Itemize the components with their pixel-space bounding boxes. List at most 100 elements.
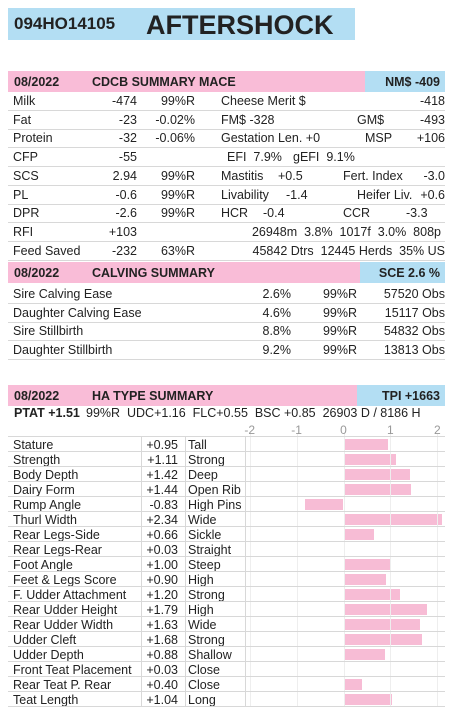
summary-cell: 26948m 3.8% 1017f 3.0% 808p bbox=[251, 224, 441, 239]
trait-value: +0.95 bbox=[146, 438, 178, 452]
grid-line bbox=[437, 434, 439, 707]
trait-name: Rear Udder Height bbox=[13, 603, 118, 617]
row-divider bbox=[8, 586, 445, 587]
section-date: 08/2022 bbox=[14, 389, 60, 403]
trait-name: Udder Cleft bbox=[13, 633, 77, 647]
bar bbox=[343, 574, 386, 585]
section-badge-box bbox=[357, 385, 445, 406]
grid-line bbox=[343, 434, 345, 707]
trait-value: +1.63 bbox=[146, 618, 178, 632]
summary-cell: RFI bbox=[13, 224, 34, 239]
summary-cell: -55 bbox=[118, 150, 137, 165]
summary-cell: +0.6 bbox=[420, 187, 445, 202]
summary-cell: HCR bbox=[221, 206, 249, 221]
row-divider bbox=[8, 556, 445, 557]
calving-cell: 99%R bbox=[322, 343, 357, 358]
trait-name: Body Depth bbox=[13, 468, 79, 482]
calving-cell: 15117 Obs bbox=[384, 305, 445, 320]
trait-description: Deep bbox=[188, 468, 218, 482]
trait-description: Close bbox=[188, 663, 220, 677]
trait-description: Wide bbox=[188, 513, 217, 527]
summary-cell: MSP bbox=[365, 131, 393, 146]
trait-description: Straight bbox=[188, 543, 232, 557]
summary-cell: -493 bbox=[419, 112, 445, 127]
row-divider bbox=[8, 303, 445, 304]
bar bbox=[343, 634, 423, 645]
calving-cell: 13813 Obs bbox=[383, 343, 445, 358]
trait-value: +0.90 bbox=[146, 573, 178, 587]
summary-cell: SCS bbox=[13, 168, 39, 183]
summary-cell: Fat bbox=[13, 112, 32, 127]
trait-value: +0.03 bbox=[146, 543, 178, 557]
calving-cell: 57520 Obs bbox=[383, 287, 445, 301]
ptat: PTAT +1.51 bbox=[14, 406, 80, 420]
row-divider bbox=[8, 511, 445, 512]
section-date: 08/2022 bbox=[14, 266, 60, 280]
summary-cell: DPR bbox=[13, 206, 40, 221]
trait-name: Rump Angle bbox=[13, 498, 82, 512]
bar bbox=[343, 649, 385, 660]
trait-value: +1.20 bbox=[146, 588, 178, 602]
summary-cell: CFP bbox=[13, 150, 38, 165]
summary-cell: 99%R bbox=[160, 94, 195, 108]
trait-description: Long bbox=[188, 693, 216, 707]
summary-cell: +0.5 bbox=[278, 168, 303, 183]
section-badge-box bbox=[365, 71, 445, 92]
calving-cell: Sire Calving Ease bbox=[13, 287, 113, 301]
row-divider bbox=[8, 166, 445, 168]
section-header bbox=[8, 71, 365, 92]
section-badge: NM$ -409 bbox=[385, 75, 440, 89]
calving-cell: 9.2% bbox=[262, 343, 292, 358]
section-date: 08/2022 bbox=[14, 75, 60, 89]
section-badge: SCE 2.6 % bbox=[378, 266, 440, 280]
bar bbox=[343, 454, 396, 465]
row-divider bbox=[8, 526, 445, 527]
calving-cell: 2.6% bbox=[262, 287, 292, 301]
grid-line bbox=[296, 434, 298, 707]
summary-cell: gEFI 9.1% bbox=[293, 150, 355, 165]
row-divider bbox=[8, 571, 445, 572]
bar bbox=[343, 619, 420, 630]
row-divider bbox=[8, 321, 445, 323]
section-badge: TPI +1663 bbox=[381, 389, 440, 403]
trait-description: High bbox=[188, 573, 214, 587]
row-divider bbox=[8, 203, 445, 205]
summary-cell: -3.3 bbox=[406, 206, 428, 221]
row-divider bbox=[8, 616, 445, 617]
summary-cell: +106 bbox=[416, 131, 445, 146]
trait-value: +1.68 bbox=[146, 633, 178, 647]
trait-value: +1.44 bbox=[146, 483, 178, 497]
trait-name: Feet & Legs Score bbox=[13, 573, 117, 587]
trait-description: Close bbox=[188, 678, 220, 692]
row-divider bbox=[8, 541, 445, 542]
summary-cell: EFI 7.9% bbox=[227, 150, 282, 165]
summary-cell: 2.94 bbox=[112, 168, 137, 183]
row-divider bbox=[8, 110, 445, 111]
summary-cell: PL bbox=[13, 187, 29, 202]
x-tick-label: 0 bbox=[340, 423, 347, 437]
row-divider bbox=[8, 481, 445, 482]
calving-cell: 99%R bbox=[322, 324, 357, 339]
summary-cell: -474 bbox=[111, 94, 137, 108]
trait-description: High Pins bbox=[188, 498, 242, 512]
grid-line bbox=[390, 434, 392, 707]
trait-description: Open Rib bbox=[188, 483, 241, 497]
trait-value: +2.34 bbox=[146, 513, 178, 527]
summary-cell: -1.4 bbox=[286, 187, 308, 202]
trait-value: +1.79 bbox=[146, 603, 178, 617]
summary-cell: -0.6 bbox=[115, 187, 137, 202]
trait-description: Strong bbox=[188, 453, 225, 467]
summary-cell: CCR bbox=[343, 206, 371, 221]
trait-name: Rear Legs-Rear bbox=[13, 543, 102, 557]
row-divider bbox=[8, 601, 445, 602]
bar bbox=[343, 559, 391, 570]
row-divider bbox=[8, 240, 445, 242]
bar bbox=[343, 484, 412, 495]
trait-name: Rear Legs-Side bbox=[13, 528, 100, 542]
summary-cell: -418 bbox=[419, 94, 445, 108]
plot-area bbox=[245, 437, 442, 707]
summary-cell: Feed Saved bbox=[13, 243, 81, 258]
summary-cell: Heifer Liv. bbox=[357, 187, 413, 202]
trait-description: High bbox=[188, 603, 214, 617]
